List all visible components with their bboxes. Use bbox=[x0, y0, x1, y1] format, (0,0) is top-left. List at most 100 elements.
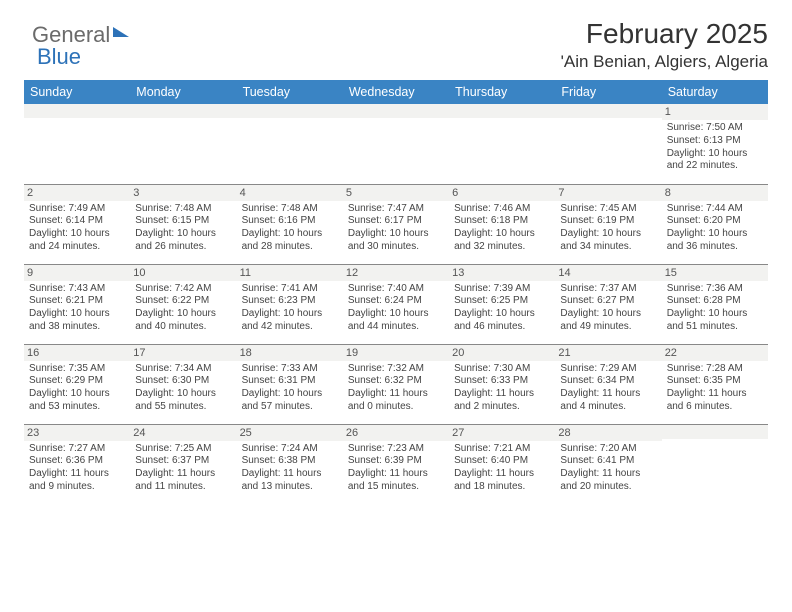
day-cell: 19Sunrise: 7:32 AMSunset: 6:32 PMDayligh… bbox=[343, 344, 449, 424]
sunset-line: Sunset: 6:16 PM bbox=[242, 215, 338, 228]
day-number: 14 bbox=[555, 265, 661, 281]
empty-cell bbox=[343, 104, 449, 184]
sunset-line: Sunset: 6:41 PM bbox=[560, 455, 656, 468]
sunset-line: Sunset: 6:37 PM bbox=[135, 455, 231, 468]
weekday-header: Sunday bbox=[24, 80, 130, 104]
calendar-table: SundayMondayTuesdayWednesdayThursdayFrid… bbox=[24, 80, 768, 504]
sunset-line: Sunset: 6:29 PM bbox=[29, 375, 125, 388]
day-cell: 26Sunrise: 7:23 AMSunset: 6:39 PMDayligh… bbox=[343, 424, 449, 504]
daylight-line: Daylight: 10 hours and 44 minutes. bbox=[348, 308, 444, 334]
daylight-line: Daylight: 10 hours and 55 minutes. bbox=[135, 388, 231, 414]
daylight-line: Daylight: 10 hours and 49 minutes. bbox=[560, 308, 656, 334]
sunrise-line: Sunrise: 7:50 AM bbox=[667, 122, 763, 135]
empty-cell bbox=[555, 104, 661, 184]
sunset-line: Sunset: 6:23 PM bbox=[242, 295, 338, 308]
daylight-line: Daylight: 11 hours and 13 minutes. bbox=[242, 468, 338, 494]
sunrise-line: Sunrise: 7:37 AM bbox=[560, 283, 656, 296]
sunrise-line: Sunrise: 7:43 AM bbox=[29, 283, 125, 296]
daylight-line: Daylight: 10 hours and 22 minutes. bbox=[667, 148, 763, 174]
sunrise-line: Sunrise: 7:48 AM bbox=[242, 203, 338, 216]
sunset-line: Sunset: 6:33 PM bbox=[454, 375, 550, 388]
empty-cell bbox=[449, 104, 555, 184]
page-header: February 2025 'Ain Benian, Algiers, Alge… bbox=[24, 18, 768, 72]
daylight-line: Daylight: 10 hours and 57 minutes. bbox=[242, 388, 338, 414]
day-cell: 28Sunrise: 7:20 AMSunset: 6:41 PMDayligh… bbox=[555, 424, 661, 504]
sunset-line: Sunset: 6:35 PM bbox=[667, 375, 763, 388]
day-number: 3 bbox=[130, 185, 236, 201]
logo-triangle-icon bbox=[113, 27, 129, 37]
sunset-line: Sunset: 6:22 PM bbox=[135, 295, 231, 308]
daylight-line: Daylight: 10 hours and 28 minutes. bbox=[242, 228, 338, 254]
weekday-header: Friday bbox=[555, 80, 661, 104]
day-number: 4 bbox=[237, 185, 343, 201]
day-number: 27 bbox=[449, 425, 555, 441]
sunset-line: Sunset: 6:14 PM bbox=[29, 215, 125, 228]
daylight-line: Daylight: 10 hours and 46 minutes. bbox=[454, 308, 550, 334]
weekday-header: Tuesday bbox=[237, 80, 343, 104]
day-cell: 2 Sunrise: 7:49 AMSunset: 6:14 PMDaylight… bbox=[24, 184, 130, 264]
day-number: 2 bbox=[24, 185, 130, 201]
day-number: 28 bbox=[555, 425, 661, 441]
day-cell: 8Sunrise: 7:44 AMSunset: 6:20 PMDaylight… bbox=[662, 184, 768, 264]
sunrise-line: Sunrise: 7:21 AM bbox=[454, 443, 550, 456]
sunset-line: Sunset: 6:36 PM bbox=[29, 455, 125, 468]
day-cell: 20Sunrise: 7:30 AMSunset: 6:33 PMDayligh… bbox=[449, 344, 555, 424]
sunset-line: Sunset: 6:20 PM bbox=[667, 215, 763, 228]
sunset-line: Sunset: 6:34 PM bbox=[560, 375, 656, 388]
calendar-row: 9Sunrise: 7:43 AMSunset: 6:21 PMDaylight… bbox=[24, 264, 768, 344]
day-number: 19 bbox=[343, 345, 449, 361]
sunrise-line: Sunrise: 7:25 AM bbox=[135, 443, 231, 456]
sunset-line: Sunset: 6:24 PM bbox=[348, 295, 444, 308]
sunrise-line: Sunrise: 7:49 AM bbox=[29, 203, 125, 216]
sunrise-line: Sunrise: 7:40 AM bbox=[348, 283, 444, 296]
sunset-line: Sunset: 6:30 PM bbox=[135, 375, 231, 388]
day-number: 8 bbox=[662, 185, 768, 201]
day-number: 13 bbox=[449, 265, 555, 281]
sunrise-line: Sunrise: 7:20 AM bbox=[560, 443, 656, 456]
empty-cell bbox=[237, 104, 343, 184]
daylight-line: Daylight: 10 hours and 24 minutes. bbox=[29, 228, 125, 254]
sunset-line: Sunset: 6:31 PM bbox=[242, 375, 338, 388]
daylight-line: Daylight: 11 hours and 15 minutes. bbox=[348, 468, 444, 494]
day-cell: 12Sunrise: 7:40 AMSunset: 6:24 PMDayligh… bbox=[343, 264, 449, 344]
day-number: 20 bbox=[449, 345, 555, 361]
sunset-line: Sunset: 6:13 PM bbox=[667, 135, 763, 148]
day-cell: 1Sunrise: 7:50 AMSunset: 6:13 PMDaylight… bbox=[662, 104, 768, 184]
daylight-line: Daylight: 10 hours and 51 minutes. bbox=[667, 308, 763, 334]
daylight-line: Daylight: 10 hours and 26 minutes. bbox=[135, 228, 231, 254]
empty-cell bbox=[24, 104, 130, 184]
sunrise-line: Sunrise: 7:48 AM bbox=[135, 203, 231, 216]
weekday-header: Wednesday bbox=[343, 80, 449, 104]
weekday-header-row: SundayMondayTuesdayWednesdayThursdayFrid… bbox=[24, 80, 768, 104]
day-number: 9 bbox=[24, 265, 130, 281]
daylight-line: Daylight: 11 hours and 9 minutes. bbox=[29, 468, 125, 494]
month-title: February 2025 bbox=[24, 18, 768, 50]
sunrise-line: Sunrise: 7:28 AM bbox=[667, 363, 763, 376]
daylight-line: Daylight: 10 hours and 30 minutes. bbox=[348, 228, 444, 254]
sunrise-line: Sunrise: 7:29 AM bbox=[560, 363, 656, 376]
day-number: 18 bbox=[237, 345, 343, 361]
sunrise-line: Sunrise: 7:47 AM bbox=[348, 203, 444, 216]
sunrise-line: Sunrise: 7:35 AM bbox=[29, 363, 125, 376]
sunrise-line: Sunrise: 7:45 AM bbox=[560, 203, 656, 216]
day-number: 7 bbox=[555, 185, 661, 201]
day-cell: 15Sunrise: 7:36 AMSunset: 6:28 PMDayligh… bbox=[662, 264, 768, 344]
sunset-line: Sunset: 6:39 PM bbox=[348, 455, 444, 468]
day-cell: 22Sunrise: 7:28 AMSunset: 6:35 PMDayligh… bbox=[662, 344, 768, 424]
weekday-header: Saturday bbox=[662, 80, 768, 104]
day-number: 21 bbox=[555, 345, 661, 361]
daylight-line: Daylight: 10 hours and 42 minutes. bbox=[242, 308, 338, 334]
day-number: 23 bbox=[24, 425, 130, 441]
sunrise-line: Sunrise: 7:41 AM bbox=[242, 283, 338, 296]
sunset-line: Sunset: 6:15 PM bbox=[135, 215, 231, 228]
day-cell: 5Sunrise: 7:47 AMSunset: 6:17 PMDaylight… bbox=[343, 184, 449, 264]
day-cell: 11Sunrise: 7:41 AMSunset: 6:23 PMDayligh… bbox=[237, 264, 343, 344]
sunset-line: Sunset: 6:38 PM bbox=[242, 455, 338, 468]
sunrise-line: Sunrise: 7:24 AM bbox=[242, 443, 338, 456]
daylight-line: Daylight: 10 hours and 34 minutes. bbox=[560, 228, 656, 254]
day-cell: 16Sunrise: 7:35 AMSunset: 6:29 PMDayligh… bbox=[24, 344, 130, 424]
sunrise-line: Sunrise: 7:42 AM bbox=[135, 283, 231, 296]
sunrise-line: Sunrise: 7:34 AM bbox=[135, 363, 231, 376]
day-cell: 13Sunrise: 7:39 AMSunset: 6:25 PMDayligh… bbox=[449, 264, 555, 344]
day-number: 5 bbox=[343, 185, 449, 201]
